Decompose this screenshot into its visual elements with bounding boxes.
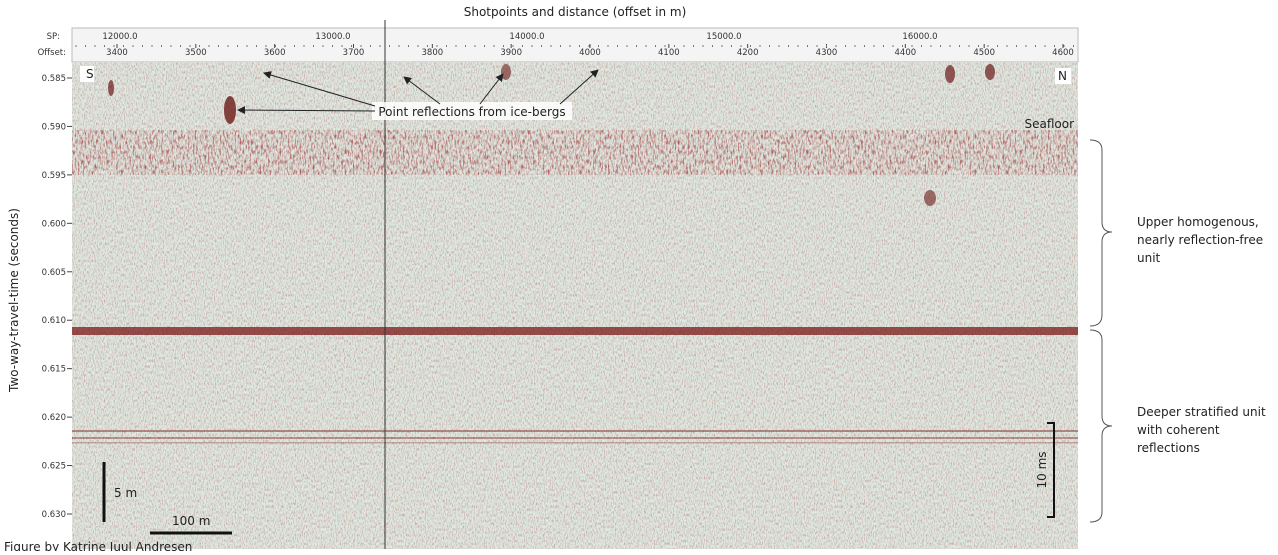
offset-tick-label: 3700 [343, 48, 365, 58]
iceberg-reflection [985, 64, 995, 80]
unit-label: with coherent [1137, 423, 1220, 437]
offset-tick-label: 4500 [973, 48, 995, 58]
credit: Figure by Katrine Juul Andresen [4, 540, 192, 551]
north-label: N [1058, 69, 1067, 83]
sp-tick-label: 13000.0 [315, 32, 350, 42]
y-tick-label: 0.605 [42, 268, 66, 278]
reflector [72, 430, 1078, 432]
y-tick-label: 0.615 [42, 365, 66, 375]
offset-tick-label: 4100 [658, 48, 680, 58]
offset-tick-label: 3600 [264, 48, 286, 58]
brace [1090, 330, 1112, 522]
sp-axis-label: SP: [47, 32, 60, 42]
y-tick-label: 0.630 [42, 510, 66, 520]
offset-tick-label: 4600 [1052, 48, 1074, 58]
seafloor-label: Seafloor [1024, 117, 1074, 131]
offset-tick-label: 3500 [185, 48, 207, 58]
offset-tick-label: 4000 [579, 48, 601, 58]
offset-tick-label: 3900 [500, 48, 522, 58]
offset-tick-label: 3400 [106, 48, 128, 58]
y-tick-label: 0.600 [42, 219, 66, 229]
section [72, 20, 1078, 549]
sp-tick-label: 16000.0 [902, 32, 937, 42]
time-scale-label: 10 ms [1035, 451, 1049, 488]
sp-tick-label: 15000.0 [706, 32, 741, 42]
y-tick-label: 0.595 [42, 171, 66, 181]
offset-tick-label: 4200 [737, 48, 759, 58]
figure: Shotpoints and distance (offset in m) [0, 0, 1278, 551]
iceberg-label: Point reflections from ice-bergs [378, 105, 565, 119]
brace [1090, 140, 1112, 326]
seafloor-band [72, 130, 1078, 175]
unit-label: nearly reflection-free [1137, 233, 1263, 247]
braces [1090, 140, 1112, 522]
offset-axis-label: Offset: [38, 48, 66, 58]
offset-tick-label: 3800 [422, 48, 444, 58]
iceberg-reflection [108, 80, 114, 96]
horizontal-scale-label: 100 m [172, 514, 210, 528]
reflector [72, 442, 1078, 444]
sp-tick-label: 14000.0 [509, 32, 544, 42]
offset-tick-label: 4400 [895, 48, 917, 58]
iceberg-reflection [501, 64, 511, 80]
unit-label: unit [1137, 251, 1161, 265]
iceberg-reflection [924, 190, 936, 206]
reflector [72, 437, 1078, 439]
y-tick-label: 0.585 [42, 74, 66, 84]
unit-label: reflections [1137, 441, 1200, 455]
title: Shotpoints and distance (offset in m) [464, 5, 687, 19]
iceberg-reflection [945, 65, 955, 83]
unit-label: Deeper stratified unit [1137, 405, 1266, 419]
y-tick-label: 0.625 [42, 462, 66, 472]
strong-reflector [72, 327, 1078, 335]
y-axis-title: Two-way-travel-time (seconds) [7, 208, 21, 393]
offset-tick-label: 4300 [816, 48, 838, 58]
y-tick-label: 0.590 [42, 122, 66, 132]
y-tick-label: 0.620 [42, 413, 66, 423]
sp-tick-label: 12000.0 [102, 32, 137, 42]
south-label: S [86, 67, 94, 81]
vertical-scale-label: 5 m [114, 486, 137, 500]
iceberg-reflection [224, 96, 236, 124]
y-tick-label: 0.610 [42, 316, 66, 326]
unit-label: Upper homogenous, [1137, 215, 1259, 229]
